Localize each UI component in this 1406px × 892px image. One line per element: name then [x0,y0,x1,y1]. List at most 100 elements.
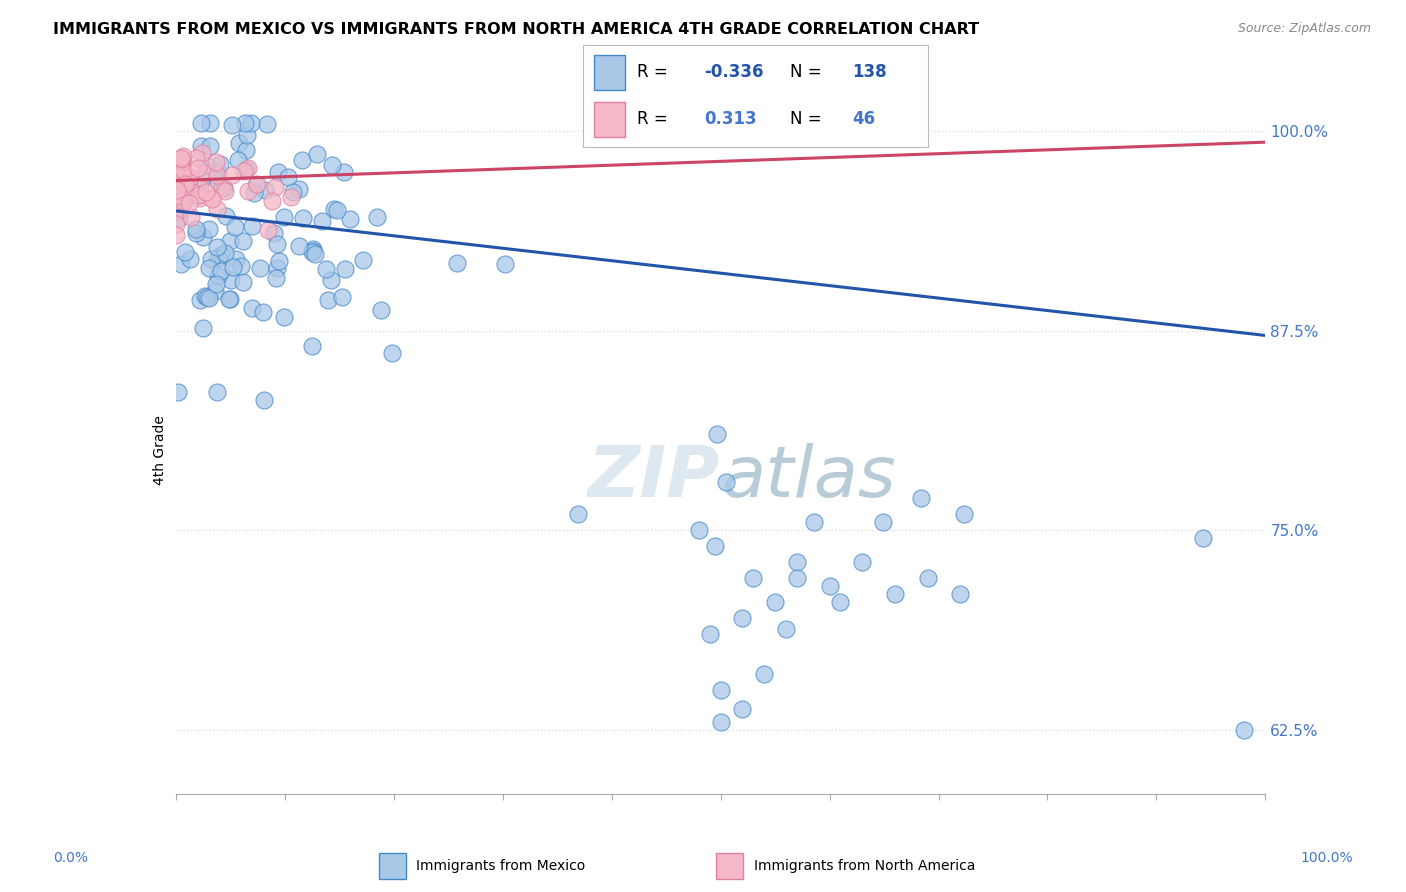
Point [165,217,187,231]
Point [315,262,337,277]
Point [207,240,229,254]
Point [174,174,197,188]
Point [872,516,894,530]
Text: 138: 138 [852,63,887,81]
Point [266,261,288,276]
Point [219,273,242,287]
Point [201,193,224,207]
Point [333,262,356,277]
Point [742,571,765,585]
Text: -0.336: -0.336 [704,63,763,81]
Point [190,116,212,130]
Point [949,587,972,601]
Point [169,158,191,172]
Point [170,186,193,200]
Text: 0.0%: 0.0% [53,851,89,864]
Point [240,301,263,315]
Point [191,320,214,334]
Point [236,161,259,176]
Point [194,185,217,199]
Point [232,163,254,178]
Point [198,222,221,236]
Point [188,191,211,205]
Point [180,185,202,199]
Point [763,595,786,609]
Point [264,180,287,194]
Point [325,203,347,218]
Point [754,667,776,681]
Point [277,170,299,185]
Point [321,273,343,287]
Point [219,234,242,248]
Point [186,222,208,236]
Point [269,254,291,268]
Point [952,508,974,522]
Text: R =: R = [637,111,668,128]
Point [207,169,229,183]
Point [209,156,232,170]
Point [253,392,276,407]
Point [222,260,245,275]
Point [170,151,193,165]
Text: R =: R = [637,63,668,81]
Point [381,346,404,360]
Point [243,186,266,200]
Point [262,194,284,209]
Point [235,161,257,176]
Point [173,194,195,209]
Point [191,146,214,161]
Point [704,539,727,553]
Point [172,149,194,163]
Point [246,177,269,191]
Point [830,595,852,609]
Point [786,555,808,569]
Point [205,384,228,399]
Point [232,234,254,248]
Point [214,245,236,260]
Point [166,170,188,185]
Point [194,289,217,303]
Point [1232,723,1256,737]
Point [177,195,200,210]
Point [256,117,278,131]
Point [714,475,737,490]
Point [321,158,343,172]
Point [225,252,247,266]
Point [188,179,211,194]
Point [910,491,932,506]
Point [786,571,808,585]
Point [710,683,733,698]
Point [287,181,309,195]
Point [301,244,323,259]
Point [699,627,721,641]
Bar [593,102,624,137]
Point [170,153,193,168]
Point [211,248,233,262]
Text: ZIP: ZIP [588,443,721,512]
Point [200,252,222,266]
Point [339,211,361,226]
Point [366,210,388,224]
Point [567,508,589,522]
Point [179,169,201,184]
Point [316,293,339,307]
Point [214,185,236,199]
Text: N =: N = [790,111,821,128]
Point [221,168,243,182]
Point [167,203,190,218]
Point [188,293,211,307]
Point [917,571,939,585]
Point [179,171,201,186]
Point [330,290,353,304]
Point [226,153,249,168]
Point [166,171,188,186]
Point [211,180,233,194]
Point [291,153,314,167]
Point [179,175,201,189]
Point [190,173,212,187]
Point [207,175,229,189]
Point [167,384,190,399]
Point [167,211,190,226]
Point [731,702,754,716]
Point [167,182,190,196]
